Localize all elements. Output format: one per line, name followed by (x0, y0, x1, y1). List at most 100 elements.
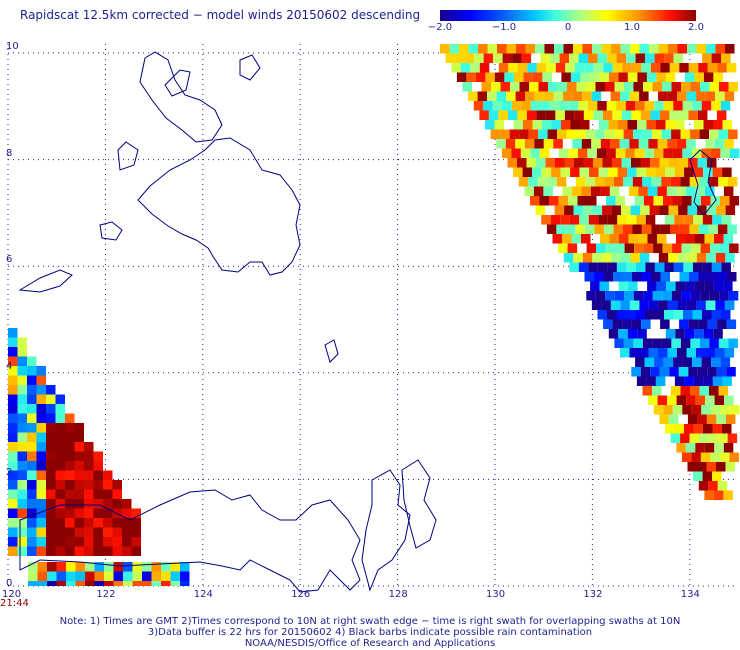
swath-cell (682, 357, 693, 367)
swath-cell (583, 158, 593, 168)
swath-cell (131, 537, 141, 547)
swath-cell (722, 120, 732, 130)
swath-cell (535, 205, 546, 215)
swath-cell (652, 82, 662, 92)
swath-cell (684, 167, 694, 177)
swath-cell (672, 405, 683, 415)
swath-cell (629, 348, 639, 358)
swath-cell (55, 489, 65, 499)
swath-cell (572, 91, 583, 101)
swath-cell (657, 139, 668, 149)
swath-cell (655, 376, 666, 386)
swath-cell (679, 319, 689, 329)
swath-cell (8, 356, 18, 366)
swath-cell (8, 404, 18, 414)
swath-cell (490, 129, 501, 139)
swath-cell (94, 581, 104, 586)
swath-cell (673, 262, 684, 272)
swath-cell (591, 300, 602, 310)
swath-cell (704, 281, 714, 291)
swath-cell (543, 186, 553, 196)
swath-cell (614, 291, 625, 301)
swath-cell (578, 53, 589, 63)
swath-cell (103, 480, 113, 490)
swath-cell (485, 120, 495, 130)
swath-cell (707, 367, 717, 377)
swath-cell (624, 82, 634, 92)
swath-cell (639, 91, 649, 101)
swath-cell (572, 139, 582, 149)
swath-cell (595, 82, 605, 92)
swath-cell (603, 272, 613, 282)
swath-cell (17, 489, 27, 499)
swath-cell (657, 186, 667, 196)
swath-cell (606, 196, 616, 206)
swath-cell (626, 310, 636, 320)
swath-cell (611, 44, 621, 54)
swath-cell (635, 310, 645, 320)
swath-cell (56, 562, 66, 572)
swath-cell (468, 91, 478, 101)
swath-cell (94, 562, 104, 572)
swath-cell (709, 338, 719, 348)
lon-tick-label: 130 (486, 589, 506, 600)
swath-cell (527, 63, 537, 73)
swath-cell (691, 243, 701, 253)
swath-cell (703, 329, 714, 339)
swath-cell (570, 120, 580, 130)
swath-cell (680, 177, 690, 187)
swath-cell (650, 367, 660, 377)
swath-cell (103, 470, 113, 480)
colorbar-tick-label: 1.0 (624, 22, 640, 33)
swath-cell (75, 581, 85, 586)
swath-cell (65, 451, 75, 461)
swath-cell (94, 571, 104, 581)
swath-cell (669, 63, 680, 73)
swath-cell (631, 110, 641, 120)
swath-cell (123, 571, 133, 581)
swath-cell (55, 404, 65, 414)
colorbar-tick-label: 0 (564, 22, 572, 33)
swath-cell (658, 348, 668, 358)
swath-cell (36, 404, 46, 414)
swath-cell (596, 243, 606, 253)
swath-cell (530, 196, 540, 206)
swath-cell (151, 571, 161, 581)
swath-cell (627, 72, 638, 82)
swath-cell (626, 215, 637, 225)
swath-cell (502, 53, 513, 63)
swath-cell (36, 546, 46, 556)
swath-cell (589, 167, 599, 177)
swath-cell (46, 537, 56, 547)
swath-cell (46, 470, 56, 480)
swath-cell (533, 186, 544, 196)
swath-cell (652, 291, 663, 301)
swath-cell (723, 186, 734, 196)
swath-cell (74, 508, 84, 518)
swath-cell (8, 366, 18, 376)
swath-cell (93, 518, 103, 528)
swath-cell (27, 423, 37, 433)
swath-cell (46, 451, 56, 461)
swath-cell (65, 518, 75, 528)
swath-cell (640, 158, 650, 168)
swath-cell (541, 215, 551, 225)
swath-cell (37, 581, 47, 586)
swath-cell (719, 452, 730, 462)
swath-cell (27, 432, 37, 442)
swath-cell (27, 489, 37, 499)
swath-cell (520, 148, 531, 158)
swath-cell (723, 281, 733, 291)
swath-cell (696, 348, 706, 358)
swath-cell (85, 571, 95, 581)
swath-cell (644, 357, 655, 367)
swath-cell (540, 101, 550, 111)
swath-cell (627, 329, 638, 339)
swath-cell (518, 177, 529, 187)
swath-cell (677, 91, 687, 101)
swath-cell (28, 581, 38, 586)
swath-cell (663, 148, 673, 158)
swath-cell (705, 348, 715, 358)
swath-cell (580, 120, 590, 130)
swath-cell (122, 527, 132, 537)
